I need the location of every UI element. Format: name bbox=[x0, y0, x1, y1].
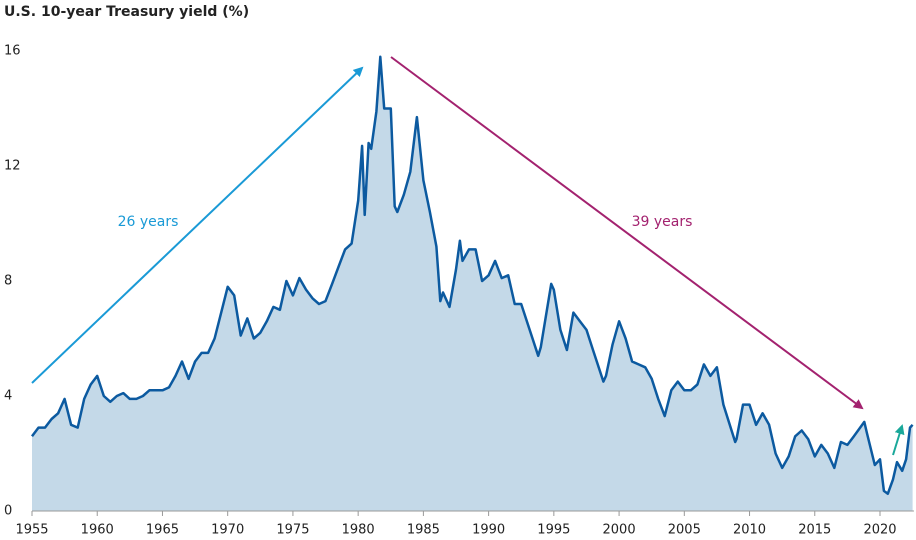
annotation: 26 years bbox=[118, 214, 179, 230]
arrow bbox=[892, 424, 905, 456]
annotation: 39 years bbox=[632, 214, 693, 230]
chart-title: U.S. 10-year Treasury yield (%) bbox=[4, 4, 249, 20]
y-tick-label: 8 bbox=[4, 274, 12, 289]
y-tick-label: 0 bbox=[4, 504, 12, 519]
x-tick-label: 2000 bbox=[603, 523, 636, 538]
y-tick-label: 4 bbox=[4, 389, 12, 404]
x-tick-label: 2015 bbox=[798, 523, 831, 538]
x-tick-label: 1990 bbox=[472, 523, 505, 538]
y-tick-label: 12 bbox=[4, 159, 21, 174]
line bbox=[30, 55, 914, 496]
x-tick-label: 1980 bbox=[342, 523, 375, 538]
arrow bbox=[390, 56, 864, 410]
arrow bbox=[31, 66, 364, 384]
x-tick-label: 1955 bbox=[15, 523, 48, 538]
area bbox=[32, 56, 913, 512]
x-tick-label: 2005 bbox=[668, 523, 701, 538]
x-tick-label: 1965 bbox=[146, 523, 179, 538]
y-tick-label: 16 bbox=[4, 44, 21, 59]
x-tick-label: 1970 bbox=[211, 523, 244, 538]
x-tick-label: 1960 bbox=[81, 523, 114, 538]
x-tick-label: 1995 bbox=[537, 523, 570, 538]
x-tick-label: 1985 bbox=[407, 523, 440, 538]
x-tick-label: 2020 bbox=[863, 523, 896, 538]
x-tick-label: 1975 bbox=[276, 523, 309, 538]
x-tick-label: 2010 bbox=[733, 523, 766, 538]
